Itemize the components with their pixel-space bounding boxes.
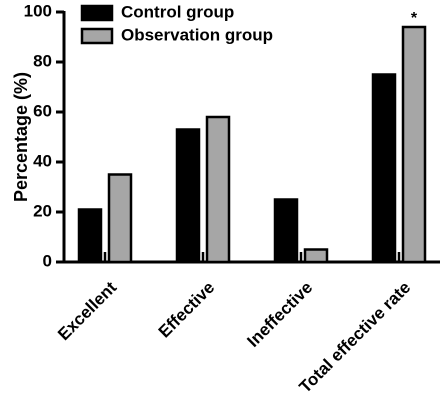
bar-observation — [401, 25, 427, 264]
bar-control — [77, 208, 103, 264]
bar-control — [175, 128, 201, 264]
x-category-label: Ineffective — [243, 278, 316, 351]
x-category-label: Total effective rate — [296, 278, 415, 397]
y-tick-label: 60 — [33, 101, 52, 120]
bar-control — [273, 198, 299, 264]
y-tick-label: 40 — [33, 151, 52, 170]
y-tick-label: 100 — [24, 1, 52, 20]
legend-swatch-observation — [80, 27, 114, 45]
legend-label-observation: Observation group — [121, 25, 273, 44]
y-tick-label: 80 — [33, 51, 52, 70]
x-category-label: Excellent — [54, 278, 120, 344]
legend-label-control: Control group — [121, 2, 234, 21]
bar-observation — [303, 248, 329, 264]
bar-observation — [107, 173, 133, 264]
y-axis-title: Percentage (%) — [11, 72, 31, 202]
legend-swatch-control — [80, 4, 114, 22]
bar-observation — [205, 115, 231, 264]
x-category-label: Effective — [155, 278, 219, 342]
bar-control — [371, 73, 397, 264]
y-tick-label: 20 — [33, 201, 52, 220]
y-tick-label: 0 — [43, 251, 52, 270]
significance-marker: * — [411, 10, 418, 27]
